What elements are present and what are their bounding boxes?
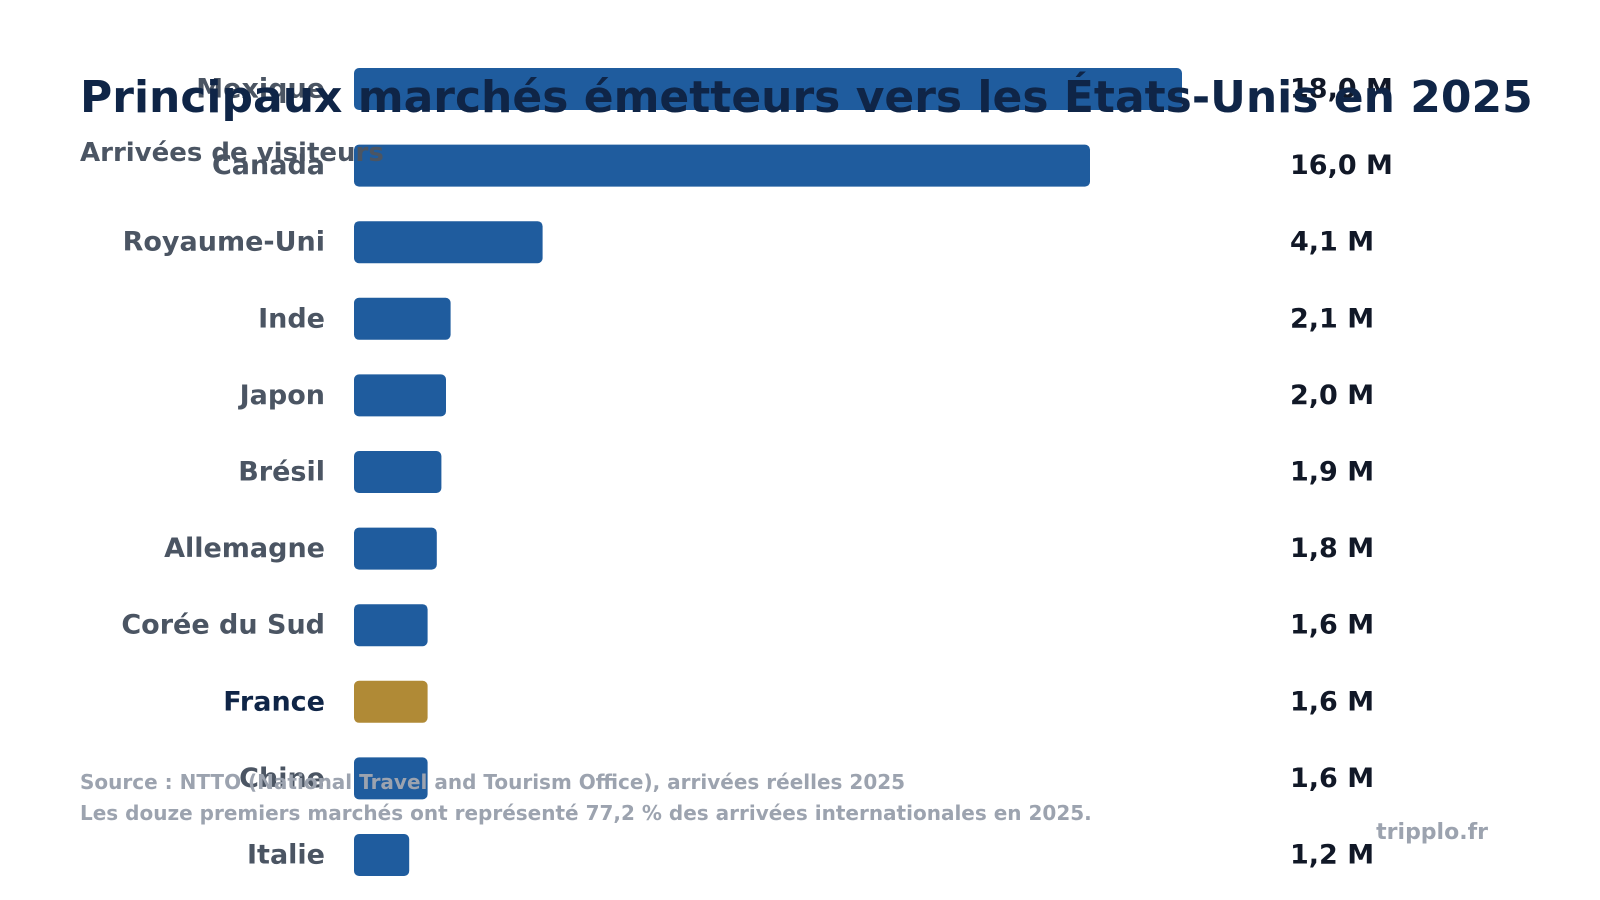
chart-subtitle: Arrivées de visiteurs [80,138,384,168]
bar-chine [354,757,428,800]
value-label-canada: 16,0 M [1290,150,1393,181]
category-label-chine: Chine [239,763,325,794]
value-label-bresil: 1,9 M [1290,457,1374,488]
category-label-royaume-uni: Royaume-Uni [123,227,325,258]
bar-france [354,680,428,723]
bar-mexique [354,68,1182,110]
category-label-coree-du-sud: Corée du Sud [121,610,325,641]
category-label-bresil: Brésil [238,457,325,488]
value-label-inde: 2,1 M [1290,303,1374,334]
value-label-mexique: 18,0 M [1290,74,1393,105]
value-label-italie: 1,2 M [1290,840,1374,871]
value-label-chine: 1,6 M [1290,763,1374,794]
bar-allemagne [354,527,437,570]
brand-label: tripplo.fr [1376,820,1488,845]
value-label-france: 1,6 M [1290,686,1374,717]
category-label-allemagne: Allemagne [164,533,325,564]
bar-canada [354,144,1090,187]
value-label-japon: 2,0 M [1290,380,1374,411]
value-label-allemagne: 1,8 M [1290,533,1374,564]
value-label-royaume-uni: 4,1 M [1290,227,1374,258]
bar-royaume-uni [354,221,543,264]
value-label-coree-du-sud: 1,6 M [1290,610,1374,641]
category-label-italie: Italie [247,840,325,871]
bar-bresil [354,451,442,493]
bar-italie [354,834,410,876]
category-label-mexique: Mexique [196,74,325,105]
bar-coree-du-sud [354,604,428,647]
chart-title: Principaux marchés émetteurs vers les Ét… [80,72,1533,123]
source-note: Source : NTTO (National Travel and Touri… [80,770,906,794]
category-label-france: France [223,686,325,717]
category-label-canada: Canada [212,150,325,181]
category-label-inde: Inde [258,303,325,334]
category-label-japon: Japon [238,380,325,411]
footnote: Les douze premiers marchés ont représent… [80,801,1092,825]
bar-inde [354,297,451,340]
bar-japon [354,374,446,417]
